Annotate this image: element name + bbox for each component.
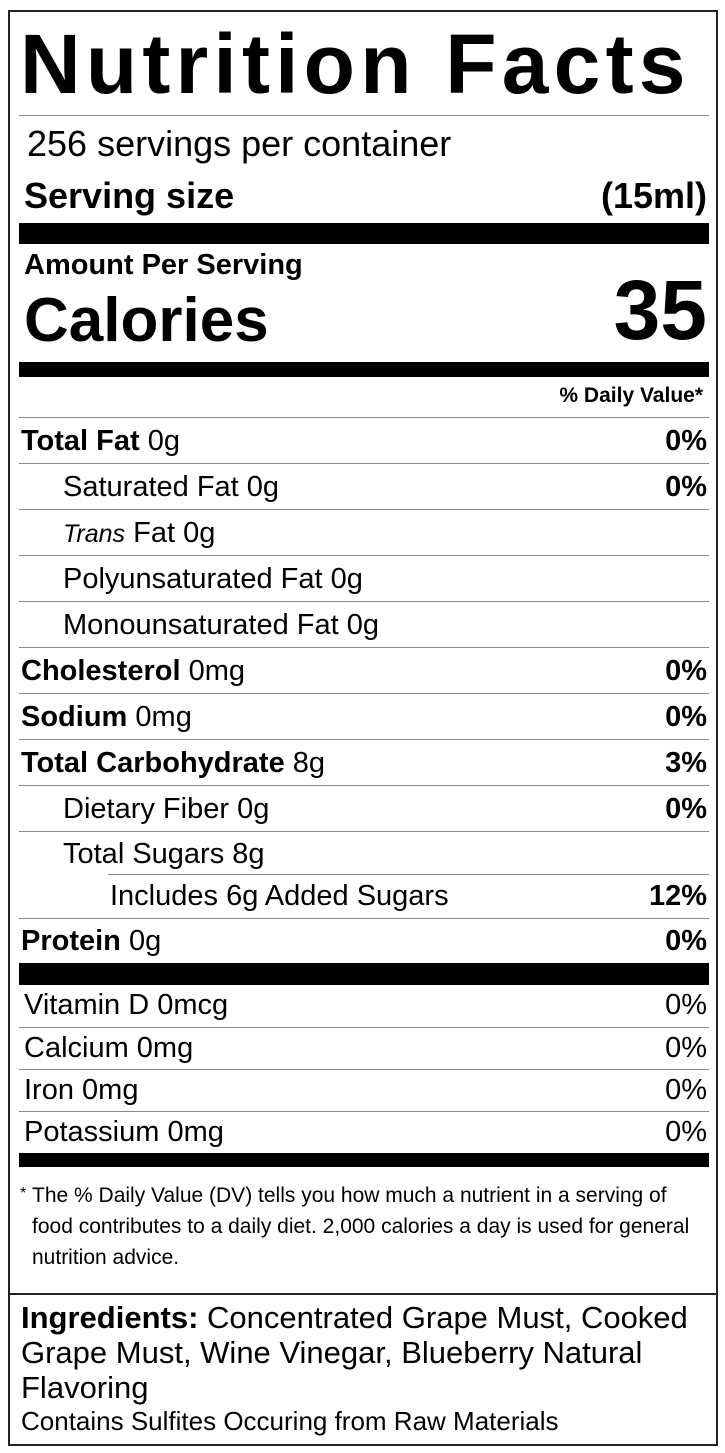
nutrient-row-total-sugars: Total Sugars 8g [19, 831, 709, 875]
nutrient-row-monounsaturated-fat: Monounsaturated Fat 0g [19, 601, 709, 647]
nutrient-row-added-sugars: Includes 6g Added Sugars 12% [19, 874, 709, 918]
nutrient-amount: 0mg [135, 701, 192, 733]
vitamin-dv: 0% [665, 1032, 707, 1064]
nutrient-row-cholesterol: Cholesterol 0mg 0% [19, 647, 709, 693]
vitamin-list: Vitamin D 0mcg 0% Calcium 0mg 0% Iron 0mg 0… [19, 985, 709, 1153]
nutrient-name: Monounsaturated Fat [63, 609, 339, 641]
vitamin-dv: 0% [665, 989, 707, 1021]
medium-bar [19, 362, 709, 377]
nutrient-dv: 0% [665, 793, 707, 825]
nutrient-amount: 8g [232, 838, 265, 870]
nutrient-dv: 12% [648, 880, 707, 912]
amount-per-serving: Amount Per Serving [24, 249, 303, 281]
nutrient-row-total-carbohydrate: Total Carbohydrate 8g 3% [19, 739, 709, 785]
footnote: * The % Daily Value (DV) tells you how m… [20, 1180, 700, 1273]
vitamin-dv: 0% [665, 1116, 707, 1148]
ingredients-label: Ingredients: [21, 1300, 199, 1335]
vitamin-row: Iron 0mg 0% [19, 1069, 709, 1111]
thick-bar [19, 223, 709, 244]
nutrient-dv: 0% [665, 471, 707, 503]
vitamin-row: Calcium 0mg 0% [19, 1027, 709, 1069]
nutrient-name: Total Carbohydrate [21, 747, 285, 779]
allergen-statement: Contains Sulfites Occuring from Raw Mate… [21, 1406, 559, 1436]
nutrient-amount: 0mg [188, 655, 246, 687]
ingredients-text: Concentrated Grape Must, Cooked Grape Mu… [21, 1300, 688, 1405]
nutrient-name: Polyunsaturated Fat [63, 563, 323, 595]
nutrient-amount: 0g [147, 425, 181, 457]
nutrient-row-polyunsaturated-fat: Polyunsaturated Fat 0g [19, 555, 709, 601]
nutrient-name: Total Fat [21, 425, 140, 457]
nutrient-row-sodium: Sodium 0mg 0% [19, 693, 709, 739]
footnote-text: The % Daily Value (DV) tells you how muc… [32, 1184, 690, 1269]
nutrient-name: Cholesterol [21, 655, 181, 687]
nutrient-row-trans-fat: Trans Fat 0g [19, 509, 709, 555]
nutrient-amount: 8g [292, 747, 326, 779]
nutrient-amount: 0g [183, 517, 216, 549]
nutrient-row-saturated-fat: Saturated Fat 0g 0% [19, 463, 709, 509]
nutrient-list: Total Fat 0g 0% Saturated Fat 0g 0% Trans … [19, 417, 709, 962]
nutrient-name-italic: Trans [63, 520, 126, 548]
ingredients-divider [8, 1293, 718, 1295]
nutrient-amount: 0g [128, 925, 162, 957]
nutrient-dv: 0% [665, 701, 707, 733]
nutrient-amount: 0g [246, 471, 280, 503]
servings-per-container: 256 servings per container [27, 123, 452, 164]
divider [108, 874, 709, 875]
nutrient-name: Saturated Fat [63, 471, 239, 503]
vitamin-name: Potassium 0mg [24, 1116, 224, 1148]
nutrient-dv: 3% [665, 747, 707, 779]
divider [19, 115, 709, 116]
nutrient-name: Protein [21, 925, 121, 957]
vitamin-name: Vitamin D 0mcg [24, 989, 229, 1021]
nutrient-name: Sodium [21, 701, 128, 733]
calories-value: 35 [613, 263, 707, 357]
nutrient-name: Total Sugars [63, 838, 225, 870]
ingredients: Ingredients: Concentrated Grape Must, Co… [21, 1300, 711, 1405]
vitamin-row: Potassium 0mg 0% [19, 1111, 709, 1153]
vitamin-dv: 0% [665, 1074, 707, 1106]
nutrient-row-dietary-fiber: Dietary Fiber 0g 0% [19, 785, 709, 831]
nutrient-name: Dietary Fiber [63, 793, 229, 825]
nutrient-row-protein: Protein 0g 0% [19, 918, 709, 962]
serving-size-label: Serving size [24, 175, 235, 216]
nutrient-amount: 0g [330, 563, 363, 595]
medium-bar [19, 1153, 709, 1167]
nutrient-dv: 0% [665, 925, 707, 957]
footnote-asterisk: * [20, 1185, 27, 1202]
nutrient-name: Includes 6g Added Sugars [110, 880, 449, 912]
nutrient-amount: 0g [346, 609, 379, 641]
vitamin-row: Vitamin D 0mcg 0% [19, 985, 709, 1027]
daily-value-header: % Daily Value* [559, 384, 703, 407]
calories-label: Calories [24, 286, 269, 355]
nutrient-name: Fat [133, 517, 176, 549]
thick-bar [19, 963, 709, 985]
nutrient-dv: 0% [665, 655, 707, 687]
nutrient-amount: 0g [237, 793, 270, 825]
serving-size-value: (15ml) [600, 175, 707, 216]
label-border [8, 10, 718, 1446]
vitamin-name: Calcium 0mg [24, 1032, 194, 1064]
nutrient-row-total-fat: Total Fat 0g 0% [19, 417, 709, 463]
nutrient-dv: 0% [665, 425, 707, 457]
label-title: Nutrition Facts [20, 17, 691, 111]
vitamin-name: Iron 0mg [24, 1074, 139, 1106]
